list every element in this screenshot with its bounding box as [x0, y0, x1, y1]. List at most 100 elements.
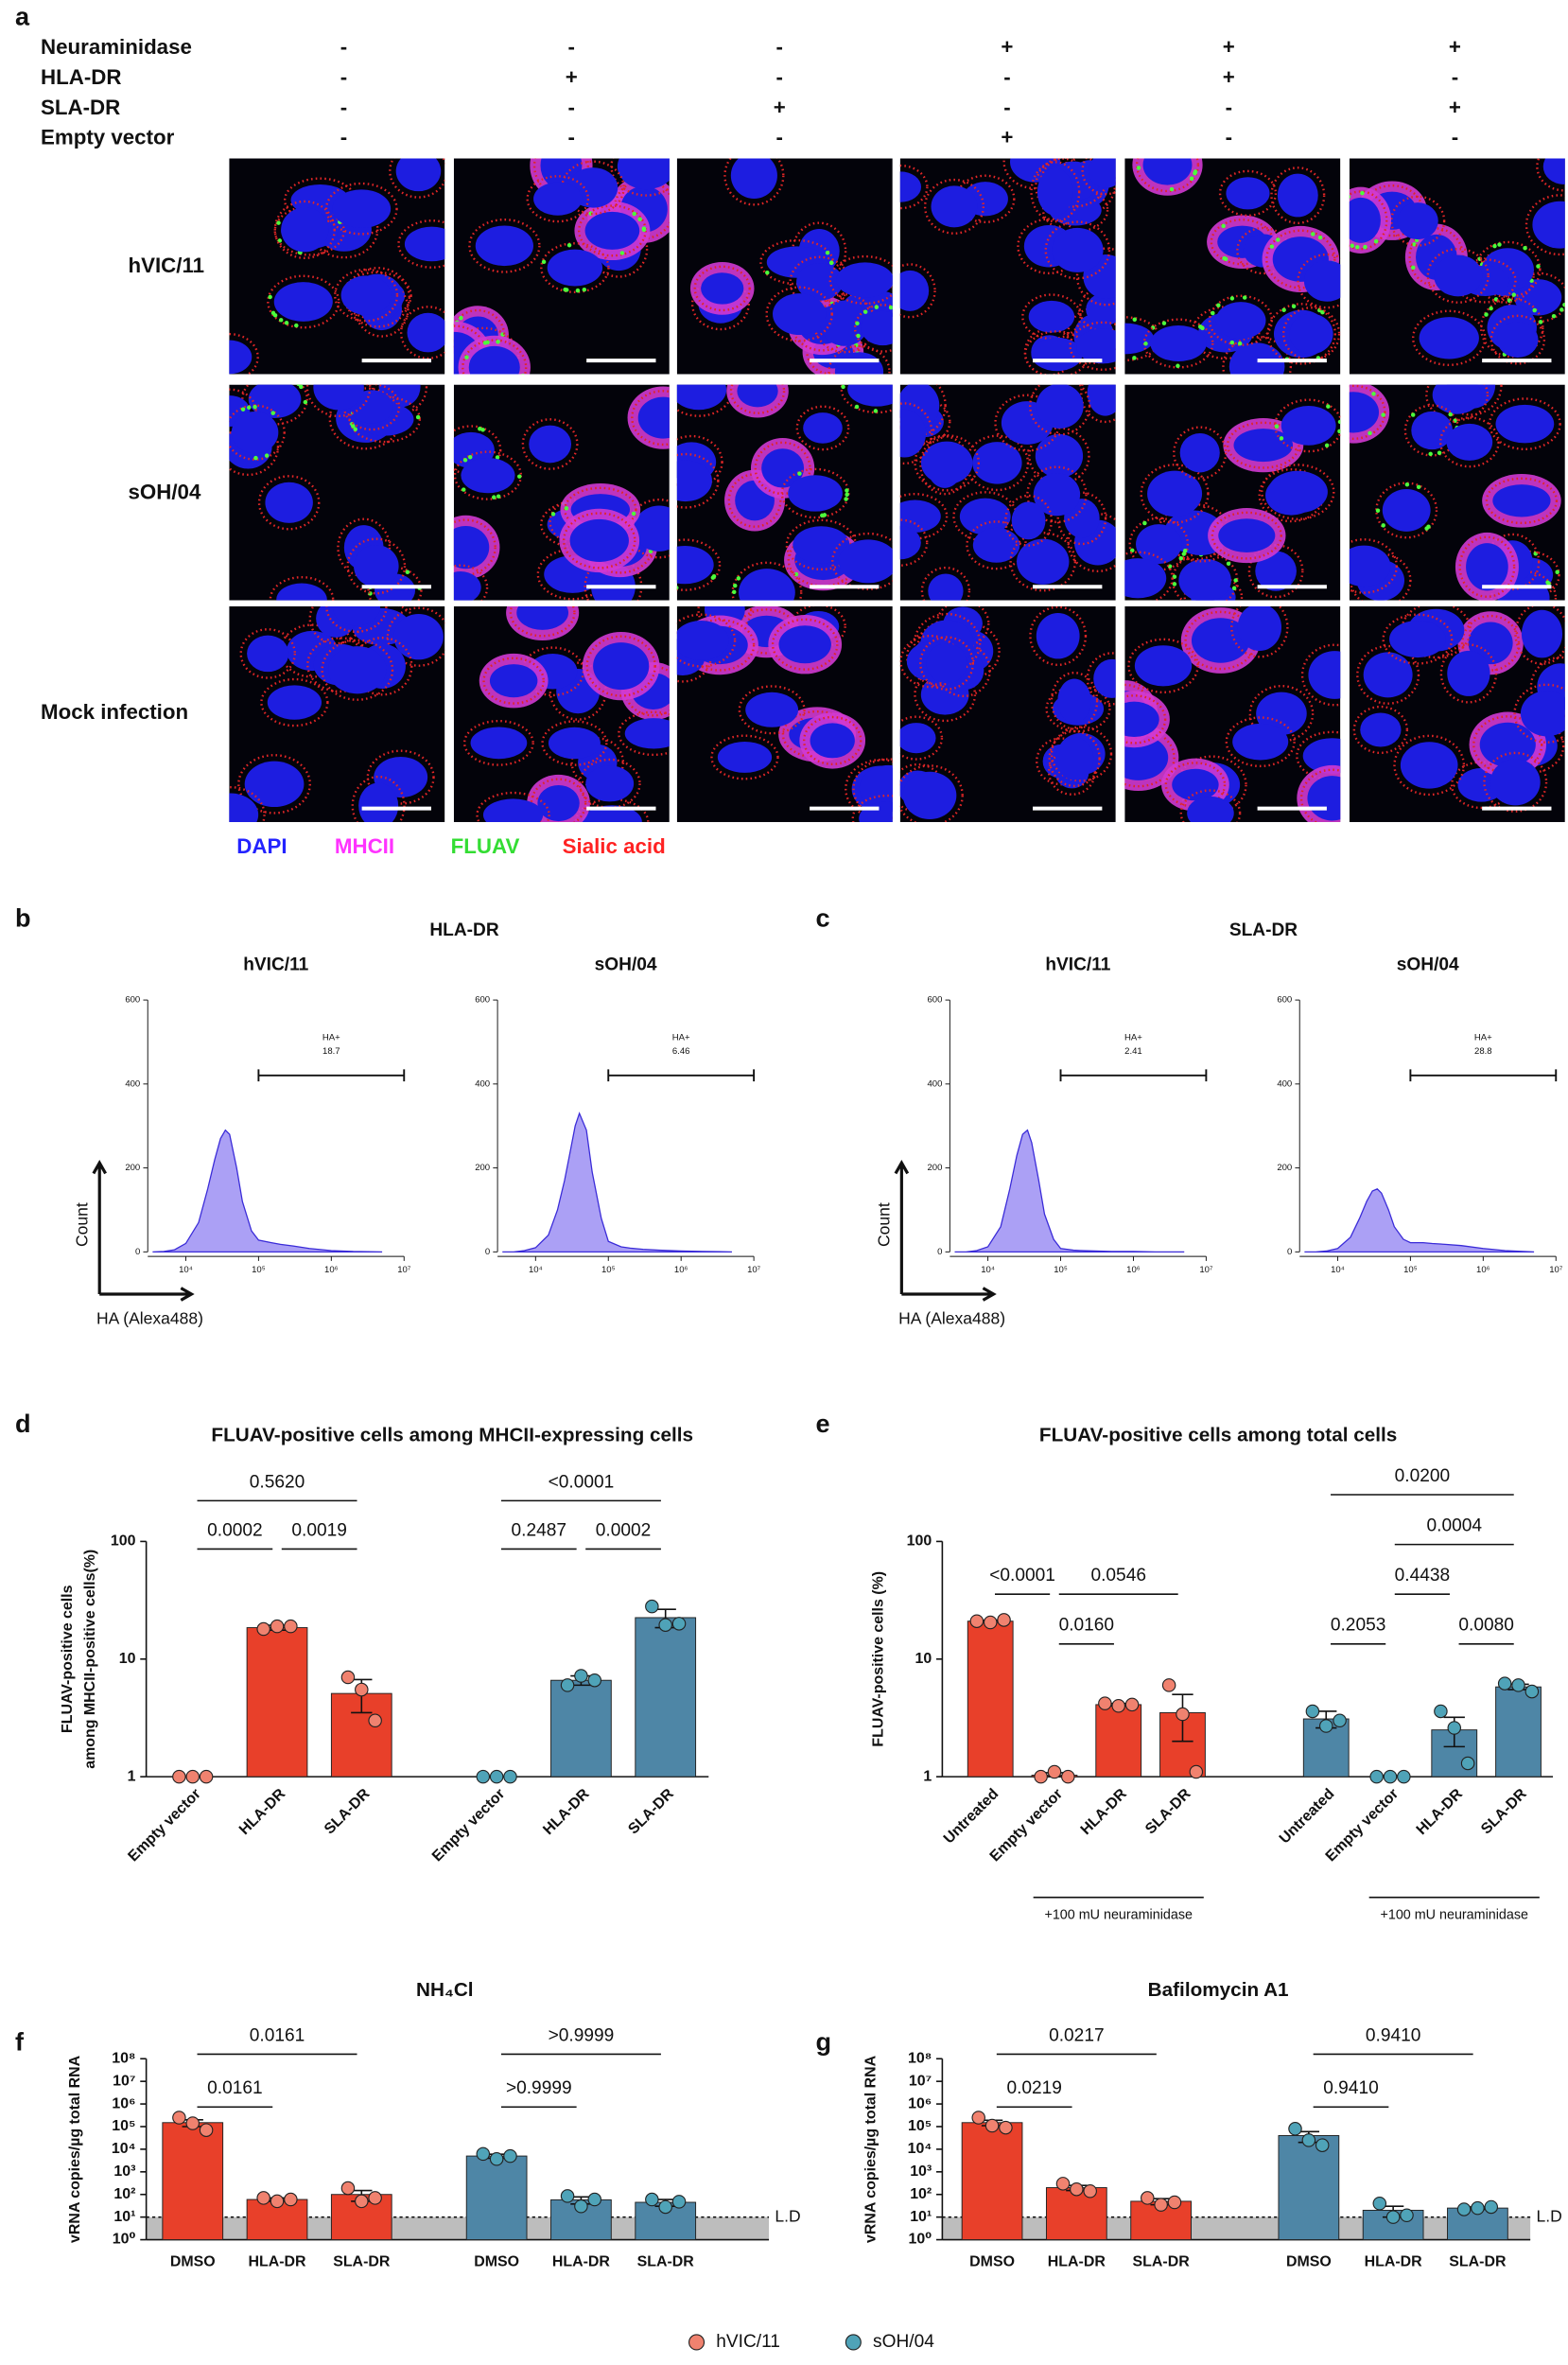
sialic-membrane	[935, 606, 990, 648]
sialic-membrane	[462, 339, 528, 375]
nucleus	[899, 171, 922, 202]
fluav-signal	[828, 260, 834, 266]
micrograph	[453, 158, 670, 375]
fluav-signal	[873, 409, 879, 413]
nucleus	[928, 573, 964, 601]
data-point	[1369, 1769, 1384, 1784]
gate-value: 28.8	[1474, 1046, 1492, 1057]
nucleus	[248, 384, 302, 418]
sialic-membrane	[1483, 751, 1548, 813]
bar	[162, 2122, 224, 2241]
sialic-membrane	[1222, 335, 1293, 375]
fluav-signal	[862, 309, 868, 314]
sialic-membrane	[899, 263, 936, 319]
p-value: <0.0001	[549, 1472, 615, 1492]
y-tick-label: 0	[1287, 1247, 1292, 1257]
fluav-signal	[619, 251, 625, 255]
fluav-signal	[459, 315, 463, 321]
sialic-membrane	[792, 221, 847, 281]
sialic-membrane	[697, 606, 753, 636]
fluav-signal	[1233, 578, 1238, 583]
x-tick-label: 10⁵	[1403, 1265, 1418, 1275]
nucleus	[1520, 691, 1565, 737]
sialic-membrane	[366, 749, 435, 805]
y-tick-label: 10⁷	[113, 2073, 135, 2089]
nucleus	[1055, 737, 1094, 780]
fluav-signal	[732, 589, 737, 595]
fluav-signal	[1411, 265, 1416, 271]
fluav-signal	[1324, 443, 1330, 448]
fluav-signal	[1428, 451, 1433, 457]
group-label: +100 mU neuraminidase	[1380, 1908, 1528, 1923]
fluav-signal	[1132, 317, 1138, 323]
nucleus	[1036, 384, 1084, 429]
sialic-membrane	[1080, 384, 1116, 424]
stain-label: Sialic acid	[563, 834, 666, 858]
nucleus	[902, 771, 957, 820]
sialic-membrane	[831, 532, 893, 590]
fluav-signal	[820, 513, 825, 518]
nucleus	[229, 340, 253, 375]
sialic-membrane	[1128, 517, 1190, 571]
fluav-signal	[446, 462, 450, 465]
sialic-membrane	[1081, 158, 1116, 196]
fluav-signal	[1416, 484, 1421, 490]
fluav-signal	[464, 355, 469, 359]
p-value: >0.9999	[549, 2025, 615, 2045]
nucleus	[1434, 254, 1483, 297]
axis-title: HA (Alexa488)	[898, 1309, 1005, 1328]
fluav-signal	[1143, 342, 1148, 346]
axis-title: Count	[874, 1202, 893, 1247]
data-point	[971, 2111, 985, 2125]
fluav-signal	[582, 287, 587, 292]
x-tick-label: HLA-DR	[552, 2254, 611, 2270]
nucleus	[1446, 423, 1493, 461]
row-label: sOH/04	[129, 480, 201, 503]
fluav-signal	[1326, 404, 1331, 409]
sialic-membrane	[1208, 294, 1274, 346]
sialic-membrane	[334, 268, 399, 323]
nucleus	[1037, 167, 1073, 216]
fluav-signal	[631, 511, 636, 517]
nucleus	[482, 798, 544, 822]
fluav-signal	[1489, 306, 1493, 311]
sialic-membrane	[273, 200, 336, 260]
data-point	[489, 2151, 504, 2166]
x-tick-label: HLA-DR	[1414, 1786, 1467, 1839]
fluav-signal	[1172, 582, 1177, 587]
nucleus	[332, 189, 392, 229]
fluav-signal	[1375, 508, 1381, 513]
nucleus	[838, 539, 893, 584]
sialic-membrane	[790, 606, 846, 650]
fluav-signal	[1410, 412, 1416, 417]
micrograph	[1349, 606, 1565, 822]
nucleus	[1349, 197, 1381, 243]
x-tick-label: 10⁶	[1476, 1265, 1490, 1275]
axis-title: HA (Alexa488)	[96, 1309, 203, 1328]
nucleus	[788, 475, 843, 512]
fluav-signal	[845, 492, 849, 498]
condition-label: SLA-DR	[41, 96, 120, 119]
data-point	[1047, 1764, 1062, 1779]
data-point	[1511, 1678, 1525, 1692]
x-tick-label: DMSO	[1286, 2254, 1332, 2270]
fluav-signal	[1221, 223, 1226, 229]
data-point	[999, 2120, 1013, 2135]
y-tick-label: 10²	[910, 2186, 932, 2202]
y-tick-label: 10⁷	[909, 2073, 932, 2089]
micrograph	[1124, 158, 1341, 375]
gate	[1409, 1069, 1558, 1082]
chart-title: Bafilomycin A1	[1148, 1979, 1289, 2001]
sialic-membrane	[453, 564, 489, 601]
group-label: +100 mU neuraminidase	[1044, 1908, 1193, 1923]
y-tick-label: 200	[1277, 1163, 1292, 1173]
y-tick-label: 10⁵	[908, 2118, 932, 2134]
legend-label: hVIC/11	[716, 2332, 780, 2352]
below-detection	[942, 2216, 1531, 2240]
stain-label: DAPI	[236, 834, 287, 858]
nucleus	[676, 621, 729, 660]
condition-sign: +	[774, 96, 786, 119]
bar	[961, 2122, 1023, 2241]
data-point	[1434, 1704, 1448, 1719]
